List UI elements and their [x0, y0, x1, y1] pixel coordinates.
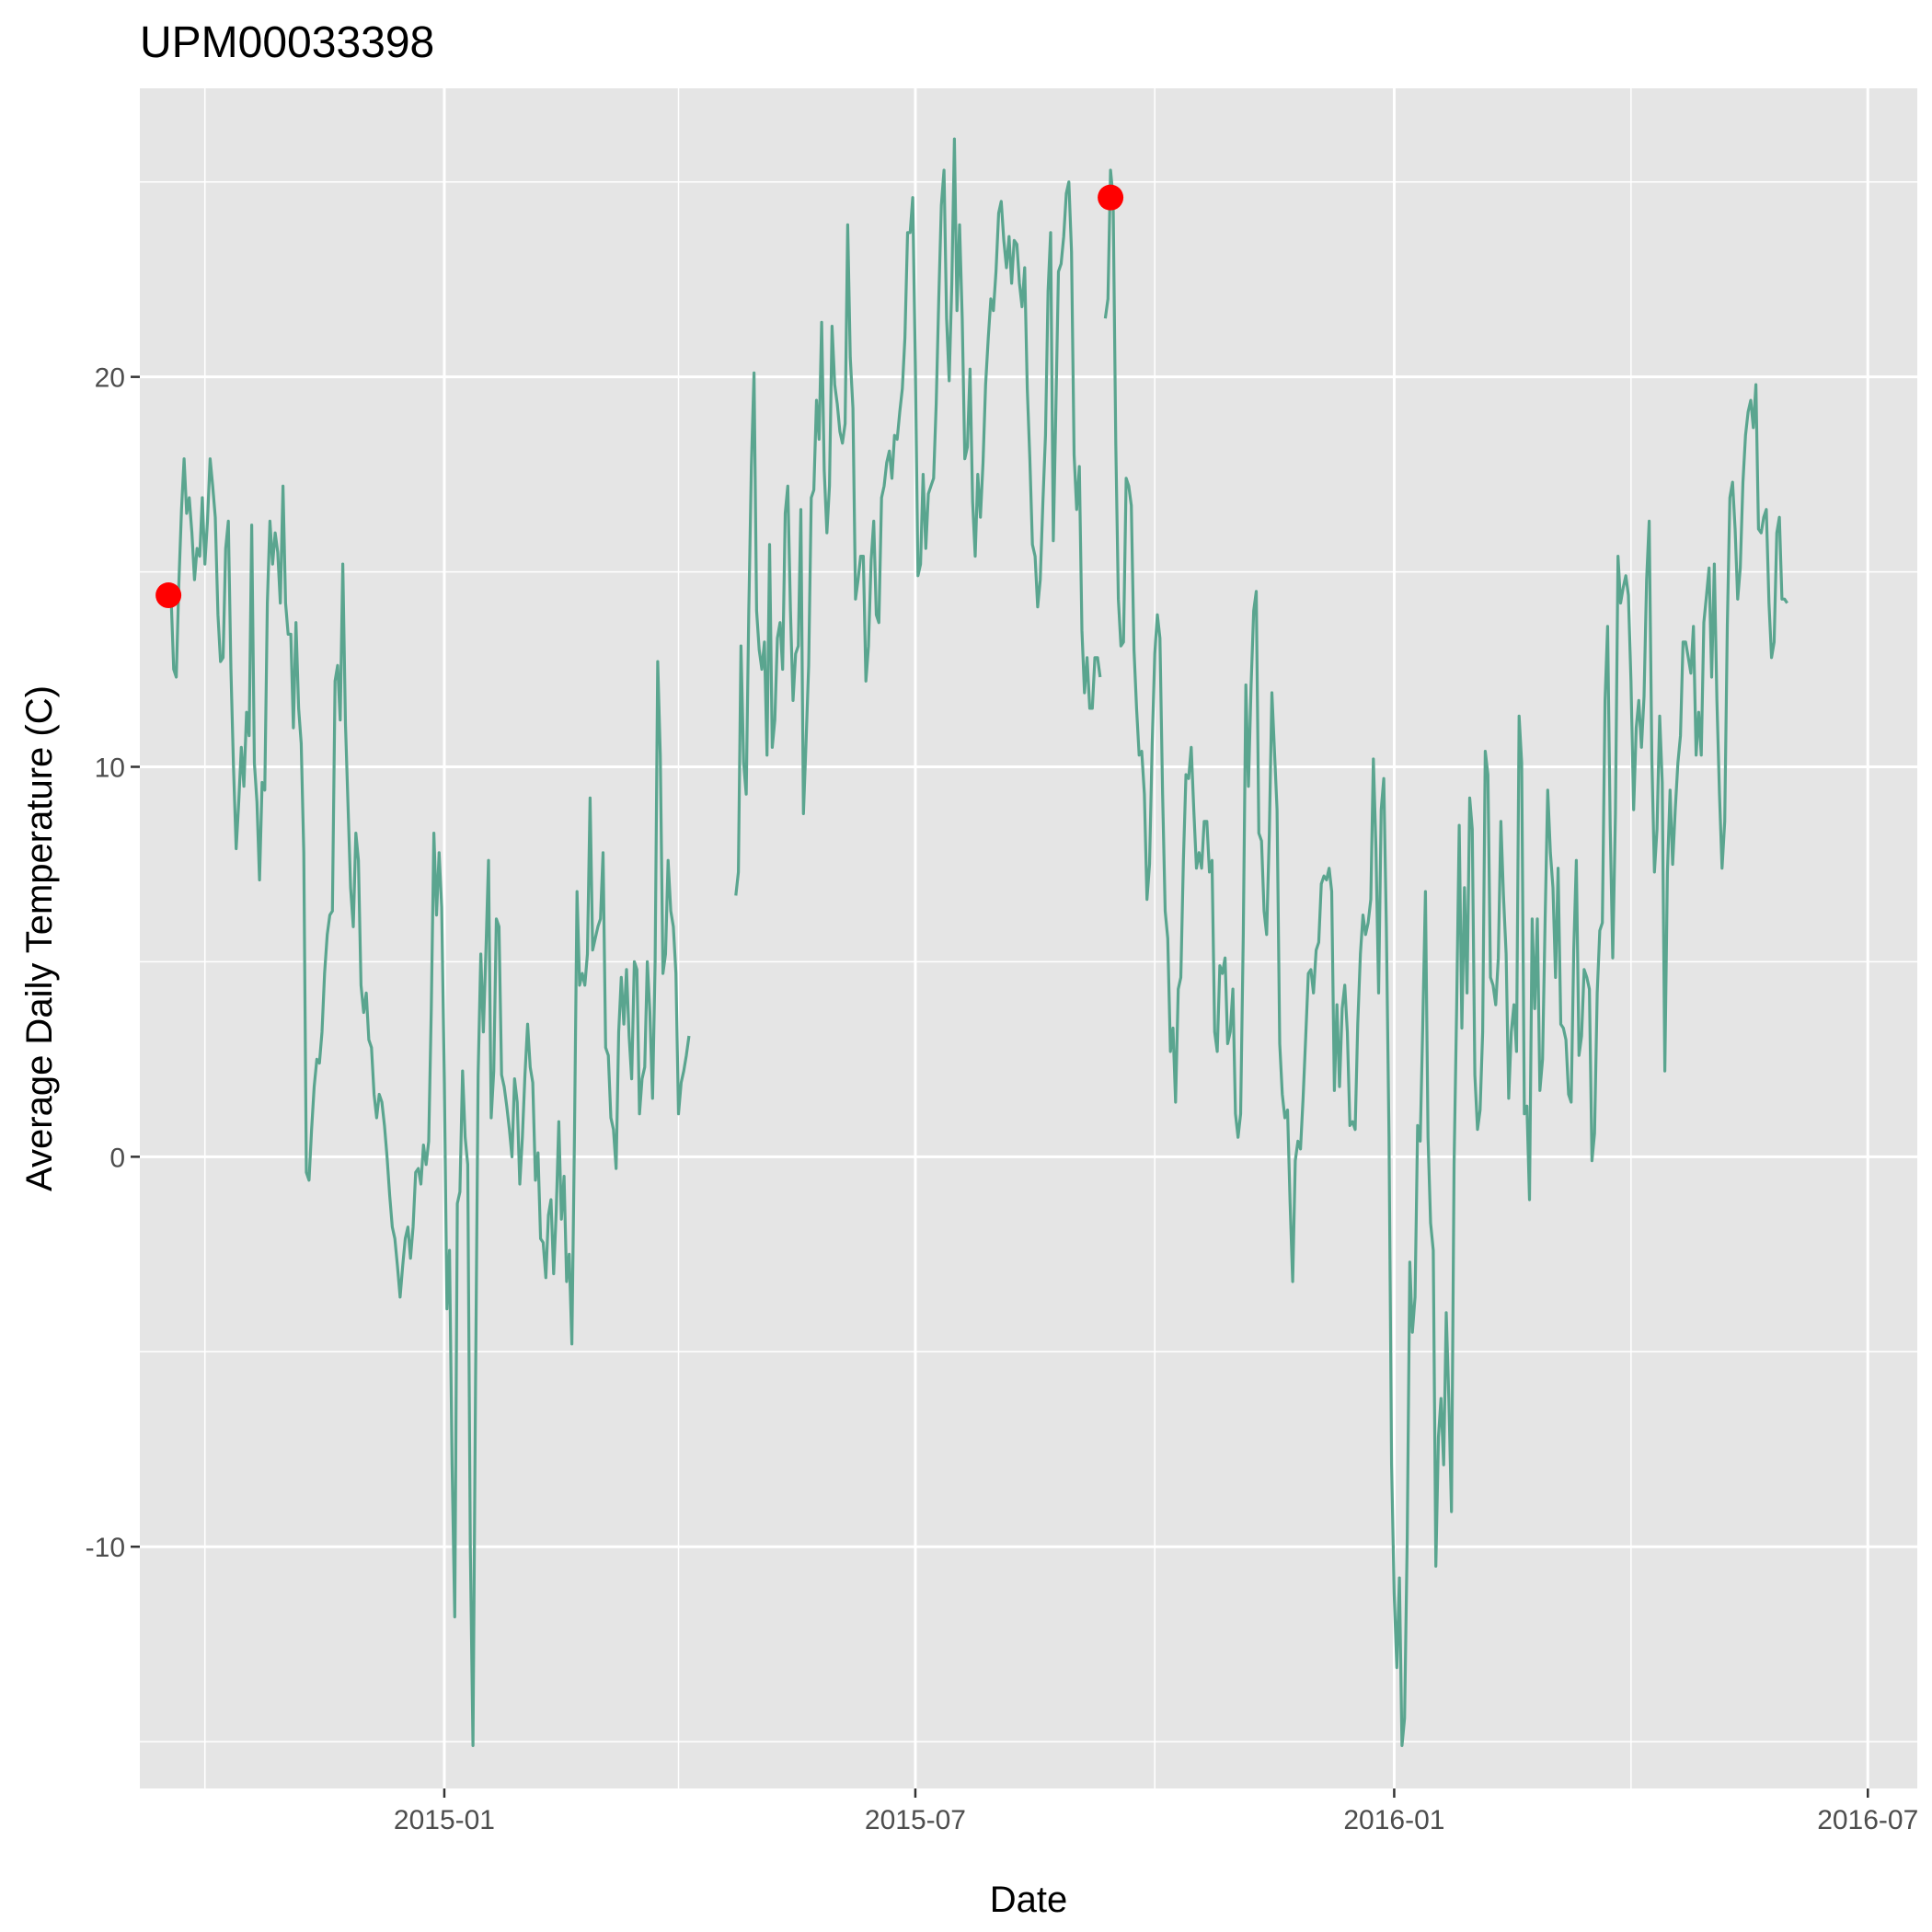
- minor-gridlines: [140, 88, 1917, 1788]
- y-tick-label: 0: [109, 1143, 125, 1173]
- y-tick-label: 20: [95, 363, 125, 394]
- x-tick-label: 2015-07: [865, 1805, 966, 1835]
- highlight-point: [1098, 184, 1124, 211]
- y-axis: -10 0 10 20: [86, 363, 140, 1563]
- chart-title: UPM00033398: [140, 18, 434, 67]
- x-axis: 2015-01 2015-07 2016-01 2016-07: [394, 1788, 1918, 1835]
- x-tick-label: 2016-01: [1343, 1805, 1444, 1835]
- x-axis-title: Date: [990, 1880, 1068, 1920]
- temperature-line-0: [168, 137, 1788, 1747]
- y-axis-title: Average Daily Temperature (C): [19, 685, 60, 1191]
- highlight-points: [155, 184, 1124, 609]
- x-tick-label: 2016-07: [1817, 1805, 1918, 1835]
- major-gridlines: [140, 88, 1917, 1788]
- y-tick-label: -10: [86, 1533, 125, 1563]
- y-tick-label: 10: [95, 753, 125, 784]
- series-layer: [168, 137, 1788, 1747]
- x-tick-label: 2015-01: [394, 1805, 495, 1835]
- plot-panel: [140, 88, 1917, 1788]
- highlight-point: [155, 582, 182, 609]
